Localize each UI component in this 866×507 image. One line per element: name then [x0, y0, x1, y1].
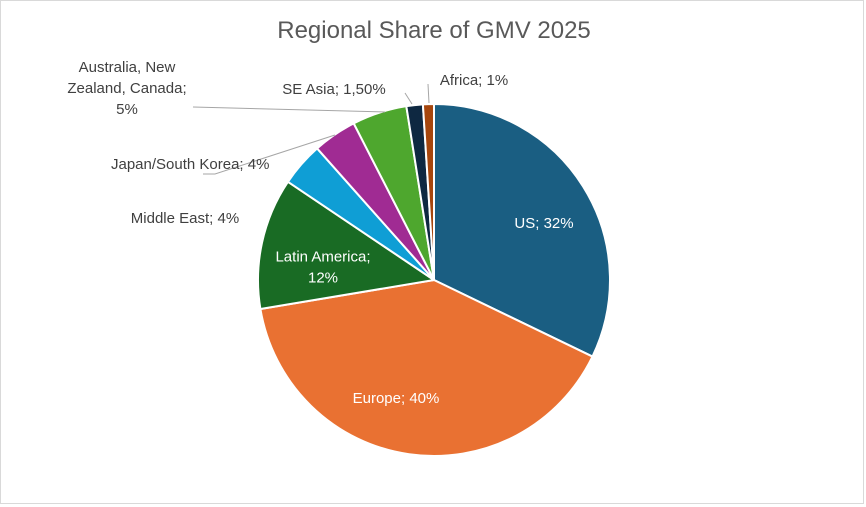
leader-line-6: [404, 92, 413, 105]
data-label-6: SE Asia; 1,50%: [282, 81, 385, 98]
data-label-line: Japan/South Korea; 4%: [111, 156, 269, 173]
data-label-line: Africa; 1%: [440, 72, 508, 89]
leader-line-4: [203, 134, 336, 175]
data-label-5: Australia, New Zealand, Canada; 5%: [67, 59, 186, 118]
pie-slice-7: [421, 103, 435, 281]
data-label-line: SE Asia; 1,50%: [282, 81, 385, 98]
pie-slice-0: [433, 103, 611, 358]
data-label-1: Europe; 40%: [353, 390, 440, 407]
pie-slices: [257, 103, 611, 457]
data-label-line: Latin America;: [275, 249, 370, 266]
data-label-line: US; 32%: [514, 215, 573, 232]
pie-slice-1: [259, 279, 594, 457]
data-label-3: Middle East; 4%: [131, 210, 239, 227]
data-label-line: 12%: [308, 270, 338, 287]
leader-line-7: [427, 83, 430, 104]
data-label-line: Zealand, Canada;: [67, 80, 186, 97]
leader-lines: [192, 83, 430, 175]
data-label-7: Africa; 1%: [440, 72, 508, 89]
data-label-line: Europe; 40%: [353, 390, 440, 407]
data-label-line: 5%: [116, 101, 138, 118]
data-label-2: Latin America; 12%: [275, 249, 370, 287]
pie-slice-2: [257, 180, 435, 311]
leader-line-5: [192, 106, 386, 113]
data-label-4: Japan/South Korea; 4%: [111, 156, 269, 173]
data-label-0: US; 32%: [514, 215, 573, 232]
data-labels: US; 32% Europe; 40% Latin America; 12% Middl…: [67, 59, 573, 407]
data-label-line: Australia, New: [79, 59, 176, 76]
data-label-line: Middle East; 4%: [131, 210, 239, 227]
chart-title: Regional Share of GMV 2025: [277, 17, 591, 44]
